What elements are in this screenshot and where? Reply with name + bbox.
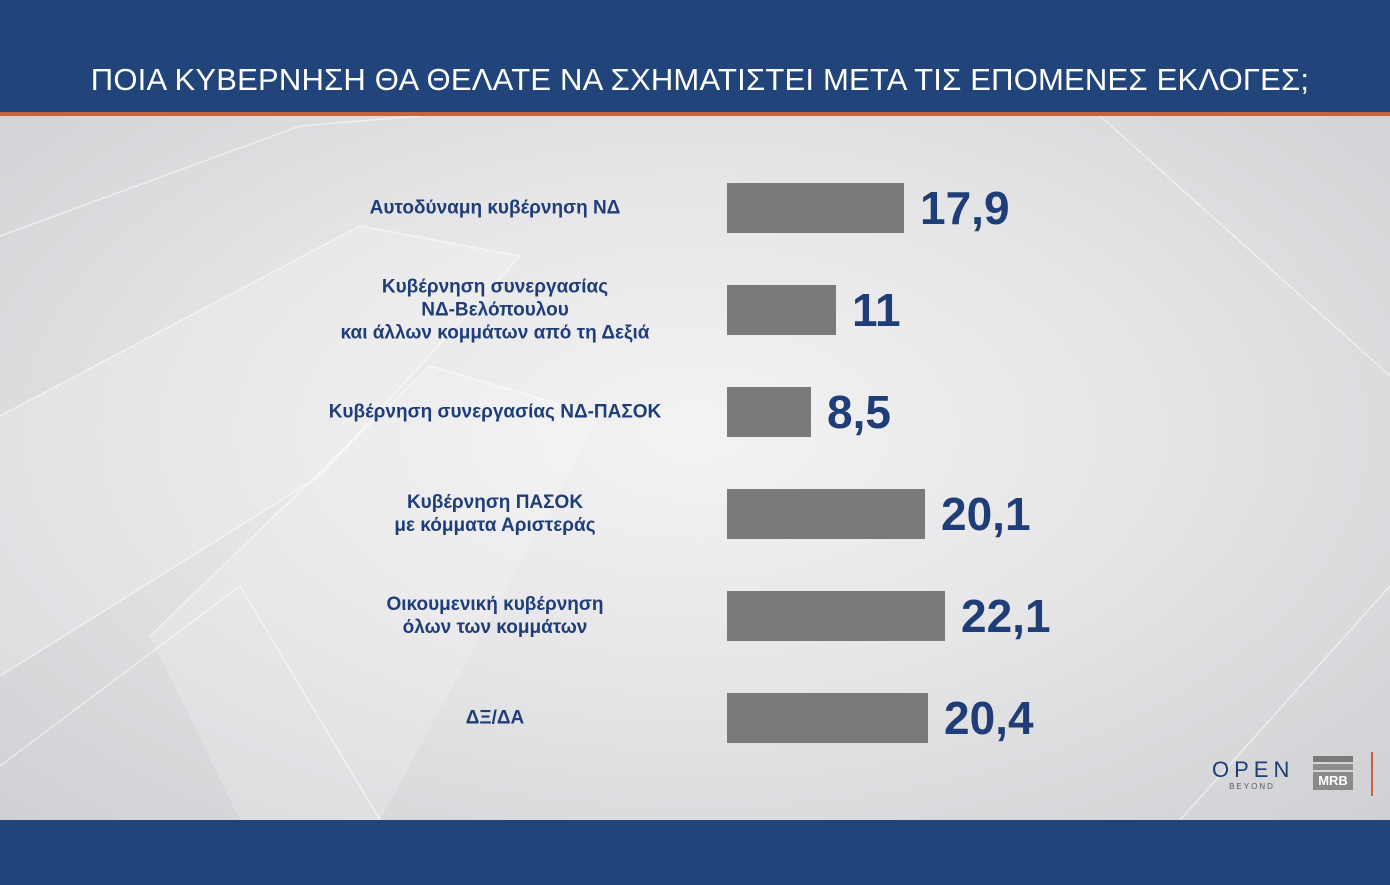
bar: [727, 693, 928, 743]
open-logo-text: OPEN: [1212, 757, 1295, 782]
open-logo: OPEN BEYOND: [1212, 758, 1292, 792]
footer-bar: [0, 820, 1390, 885]
bar: [727, 489, 925, 539]
chart-title: ΠΟΙΑ ΚΥΒΕΡΝΗΣΗ ΘΑ ΘΕΛΑΤΕ ΝΑ ΣΧΗΜΑΤΙΣΤΕΙ …: [90, 62, 1310, 97]
category-label: Αυτοδύναμη κυβέρνηση ΝΔ: [369, 197, 621, 219]
background-decoration: [0, 116, 1390, 820]
bar: [727, 387, 811, 437]
category-label: Οικουμενική κυβέρνηση όλων των κομμάτων: [386, 594, 604, 638]
value-label: 20,1: [941, 488, 1031, 540]
bar: [727, 285, 836, 335]
category-label: Κυβέρνηση συνεργασίας ΝΔ-Βελόπουλου και …: [340, 276, 650, 344]
value-label: 8,5: [827, 386, 891, 438]
open-logo-subtext: BEYOND: [1229, 782, 1275, 791]
value-label: 11: [852, 284, 901, 336]
header-bar: ΠΟΙΑ ΚΥΒΕΡΝΗΣΗ ΘΑ ΘΕΛΑΤΕ ΝΑ ΣΧΗΜΑΤΙΣΤΕΙ …: [0, 0, 1390, 113]
accent-line: [0, 112, 1390, 116]
chart-panel: [0, 116, 1390, 820]
category-label: Κυβέρνηση συνεργασίας ΝΔ-ΠΑΣΟΚ: [328, 401, 662, 423]
category-label: Κυβέρνηση ΠΑΣΟΚ με κόμματα Αριστεράς: [394, 492, 596, 536]
category-label: ΔΞ/ΔΑ: [465, 707, 525, 729]
value-label: 20,4: [944, 692, 1034, 744]
logo-divider: [1371, 752, 1373, 796]
mrb-logo: MRB: [1313, 756, 1353, 790]
bar: [727, 591, 945, 641]
mrb-logo-text: MRB: [1313, 772, 1353, 790]
value-label: 17,9: [920, 182, 1010, 234]
value-label: 22,1: [961, 590, 1051, 642]
bar: [727, 183, 904, 233]
